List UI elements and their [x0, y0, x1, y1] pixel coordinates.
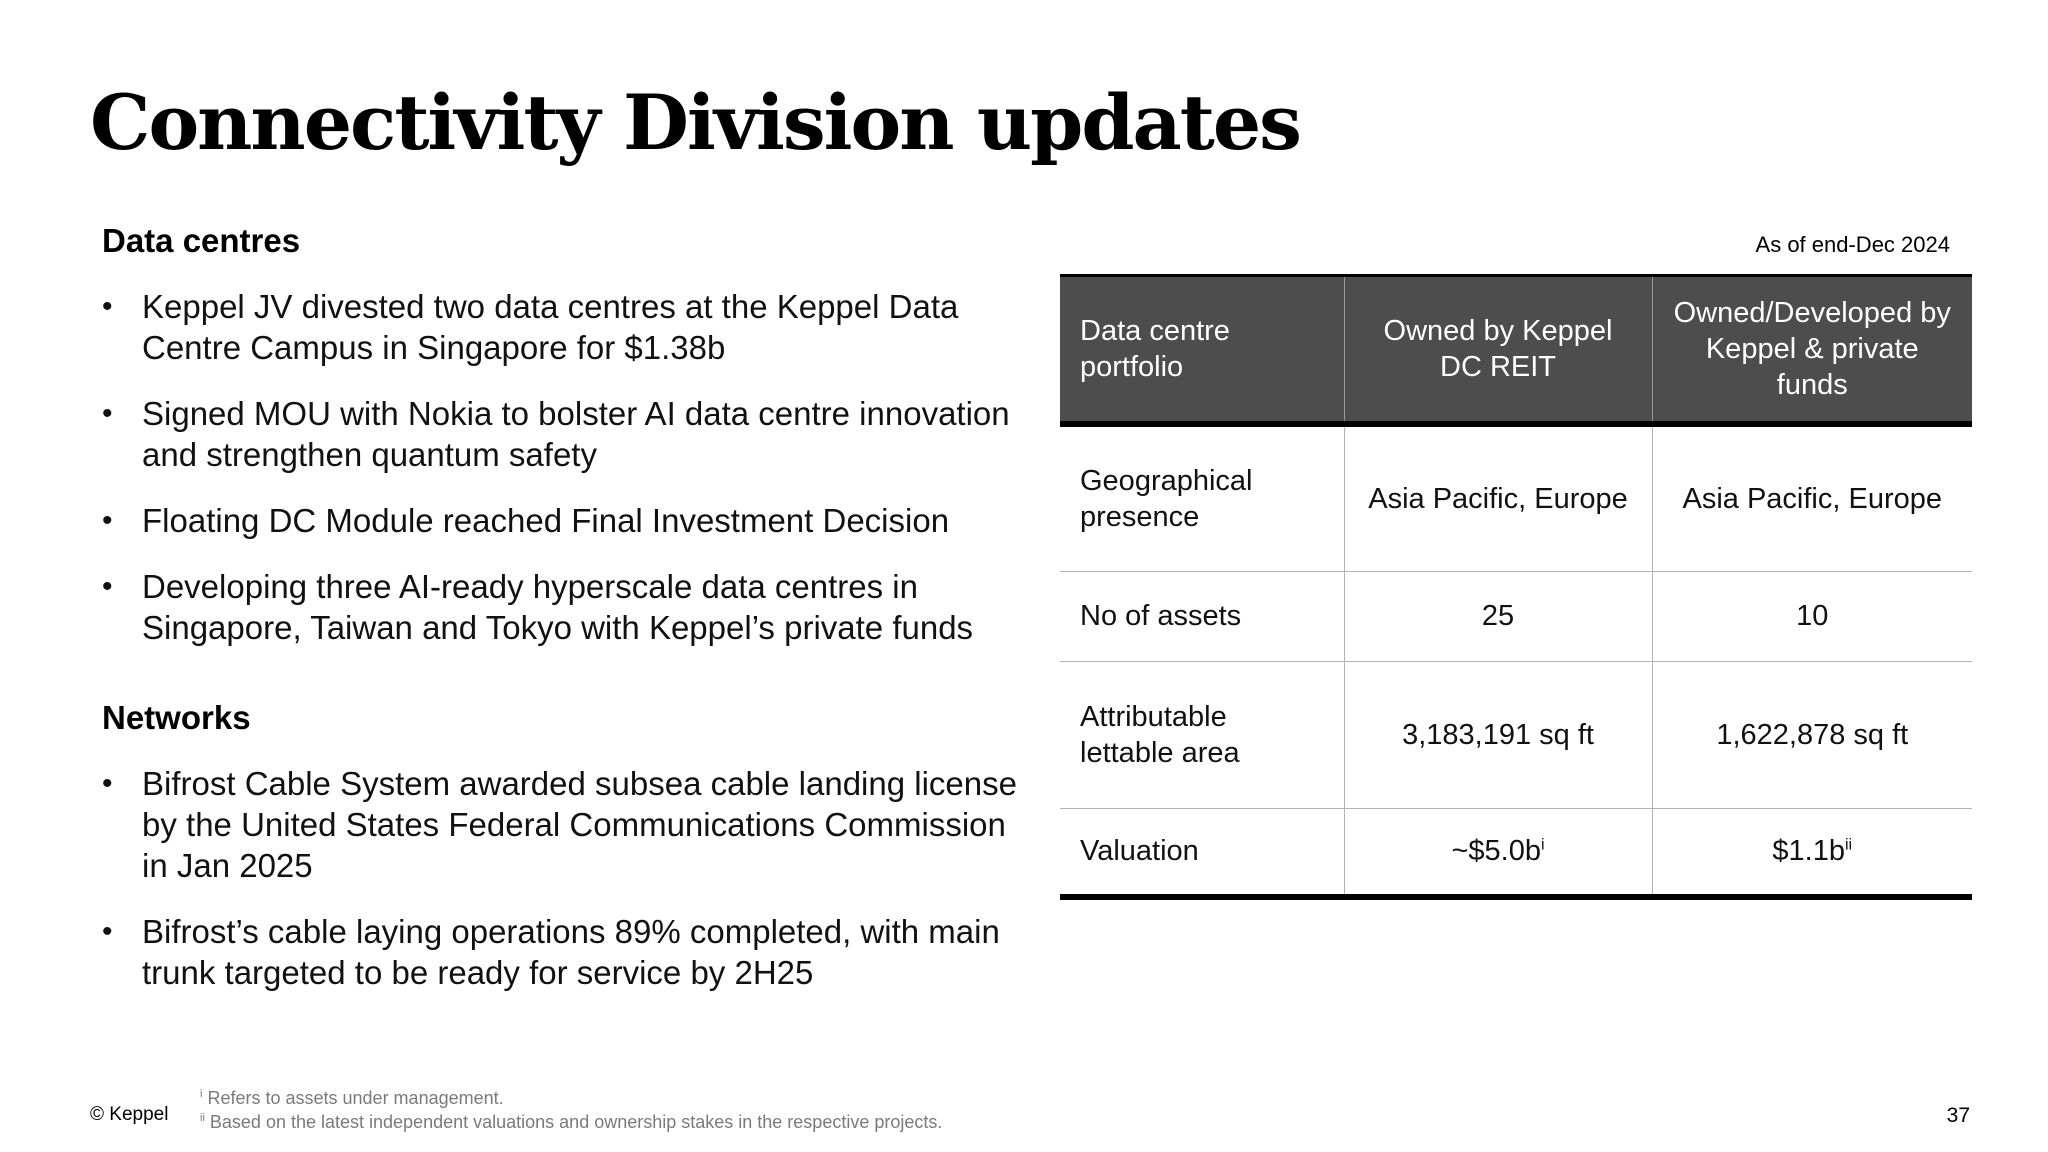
footnotes: i Refers to assets under management. ii …	[200, 1086, 942, 1134]
cell-private: 10	[1651, 571, 1972, 662]
bullet-text: Floating DC Module reached Final Investm…	[142, 502, 950, 539]
data-centre-portfolio-table: Data centre portfolio Owned by Keppel DC…	[1060, 274, 1972, 900]
header-owned-by-reit: Owned by Keppel DC REIT	[1343, 275, 1652, 427]
cell-reit: 3,183,191 sq ft	[1343, 661, 1652, 809]
valuation-private-value: $1.1b	[1772, 835, 1845, 868]
table-header-row: Data centre portfolio Owned by Keppel DC…	[1060, 275, 1972, 427]
networks-section: Networks • Bifrost Cable System awarded s…	[102, 699, 1022, 993]
section-heading-data-centres: Data centres	[102, 222, 301, 259]
row-label: Geographical presence	[1060, 424, 1344, 572]
footnote-text: Based on the latest independent valuatio…	[209, 1112, 943, 1132]
footnote-marker: i	[1540, 836, 1545, 854]
bullet-item: • Bifrost Cable System awarded subsea cab…	[102, 763, 1022, 886]
cell-reit: ~$5.0bi	[1343, 808, 1652, 897]
footnote: ii Based on the latest independent valua…	[200, 1110, 942, 1134]
bullet-icon: •	[102, 915, 113, 948]
data-centres-section: Data centres • Keppel JV divested two dat…	[102, 222, 1022, 648]
bullet-icon: •	[102, 504, 113, 537]
page-number: 37	[1946, 1104, 1970, 1127]
bullet-item: • Keppel JV divested two data centres at …	[102, 286, 1022, 368]
row-label: No of assets	[1060, 571, 1344, 662]
header-portfolio: Data centre portfolio	[1060, 275, 1344, 427]
bullet-text: Bifrost Cable System awarded subsea cabl…	[142, 765, 1017, 884]
updates-panel: Data centres • Keppel JV divested two dat…	[102, 222, 1022, 1018]
bullet-text: Keppel JV divested two data centres at t…	[142, 288, 959, 366]
table-row: Attributable lettable area 3,183,191 sq …	[1060, 661, 1972, 809]
row-label: Attributable lettable area	[1060, 661, 1344, 809]
bullet-icon: •	[102, 767, 113, 800]
data-centres-bullet-list: • Keppel JV divested two data centres at …	[102, 286, 1022, 648]
bullet-text: Signed MOU with Nokia to bolster AI data…	[142, 395, 1010, 473]
bullet-text: Developing three AI-ready hyperscale dat…	[142, 568, 974, 646]
cell-private: Asia Pacific, Europe	[1651, 424, 1972, 572]
bullet-item: • Bifrost’s cable laying operations 89% c…	[102, 911, 1022, 993]
bullet-item: • Signed MOU with Nokia to bolster AI dat…	[102, 393, 1022, 475]
cell-private: $1.1bii	[1651, 808, 1972, 897]
header-owned-by-keppel-private-funds: Owned/Developed by Keppel & private fund…	[1651, 275, 1972, 427]
bullet-icon: •	[102, 570, 113, 603]
cell-private: 1,622,878 sq ft	[1651, 661, 1972, 809]
footnote-marker: ii	[200, 1112, 205, 1124]
as-of-date: As of end-Dec 2024	[1755, 232, 1950, 257]
footnote-marker: ii	[1844, 836, 1853, 854]
table-row: Geographical presence Asia Pacific, Euro…	[1060, 424, 1972, 572]
footnote-text: Refers to assets under management.	[207, 1088, 504, 1108]
section-heading-networks: Networks	[102, 699, 251, 736]
networks-bullet-list: • Bifrost Cable System awarded subsea cab…	[102, 763, 1022, 993]
cell-reit: Asia Pacific, Europe	[1343, 424, 1652, 572]
copyright: © Keppel	[90, 1104, 169, 1125]
bullet-item: • Developing three AI-ready hyperscale da…	[102, 566, 1022, 648]
page-title: Connectivity Division updates	[90, 78, 1302, 167]
bullet-icon: •	[102, 397, 113, 430]
bullet-text: Bifrost’s cable laying operations 89% co…	[142, 913, 1000, 991]
footnote-marker: i	[200, 1088, 203, 1100]
footnote: i Refers to assets under management.	[200, 1086, 942, 1110]
bullet-item: • Floating DC Module reached Final Invest…	[102, 500, 1022, 541]
valuation-reit-value: ~$5.0b	[1451, 835, 1541, 868]
table-row: Valuation ~$5.0bi $1.1bii	[1060, 808, 1972, 897]
table-row: No of assets 25 10	[1060, 571, 1972, 662]
cell-reit: 25	[1343, 571, 1652, 662]
row-label: Valuation	[1080, 835, 1199, 868]
bullet-icon: •	[102, 290, 113, 323]
